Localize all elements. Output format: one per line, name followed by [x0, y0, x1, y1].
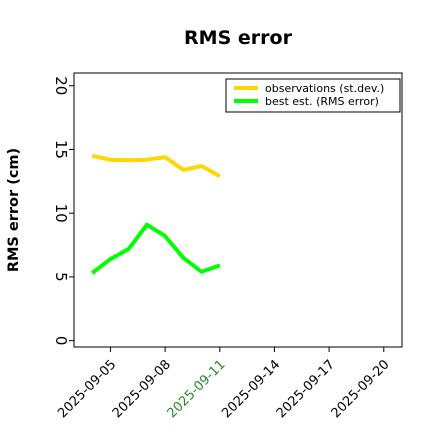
axis-layer: 051015202025-09-052025-09-082025-09-1120… [52, 76, 393, 421]
legend-label: observations (st.dev.) [265, 82, 384, 95]
chart-title: RMS error [184, 27, 293, 49]
legend: observations (st.dev.)best est. (RMS err… [225, 78, 401, 113]
y-tick-label: 10 [52, 204, 70, 223]
series-line-2 [90, 222, 221, 275]
x-tick-label: 2025-09-20 [329, 357, 393, 421]
y-tick-label: 0 [52, 336, 70, 346]
y-axis-label: RMS error (cm) [6, 148, 22, 272]
y-tick-label: 15 [52, 140, 70, 159]
plot-frame [73, 72, 403, 348]
series-line-1 [91, 153, 221, 178]
y-tick-label: 5 [52, 272, 70, 282]
legend-label: best est. (RMS error) [265, 95, 379, 108]
series-layer [90, 153, 221, 275]
legend-box [225, 78, 401, 113]
y-tick-label: 20 [52, 76, 70, 95]
